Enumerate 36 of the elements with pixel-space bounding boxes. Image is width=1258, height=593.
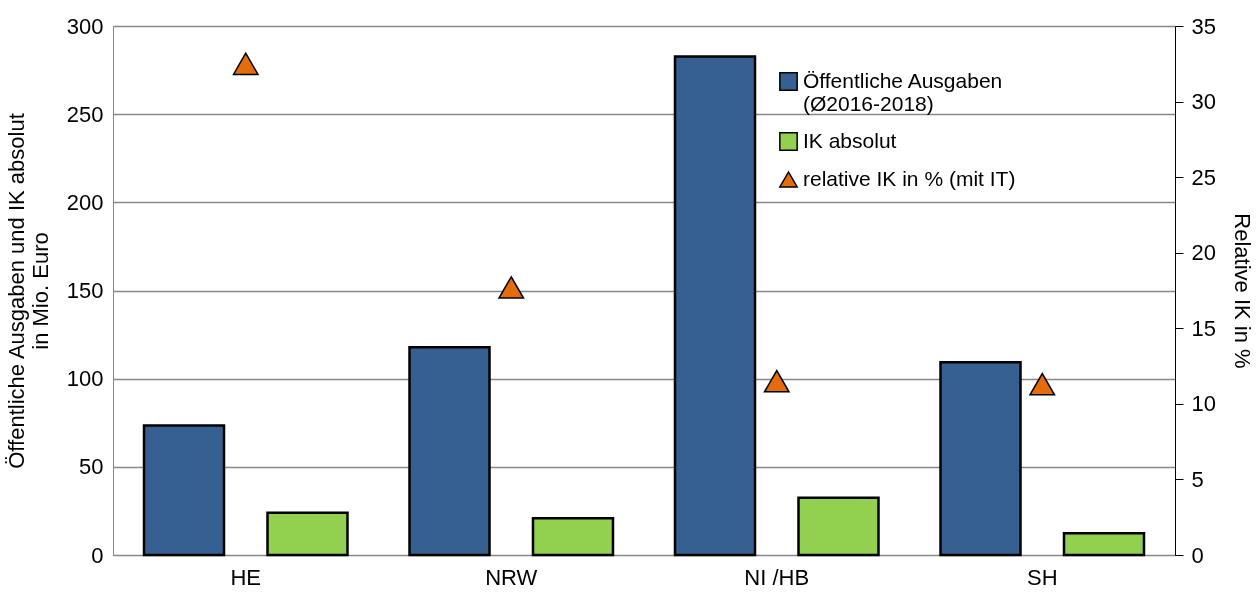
point <box>498 276 525 299</box>
y-tick-label: 200 <box>66 189 104 215</box>
point <box>232 52 259 76</box>
bar <box>142 424 226 557</box>
y2-tick-label: 10 <box>1191 391 1216 417</box>
y-tick-label: 50 <box>79 454 104 480</box>
x-tick-label: SH <box>1026 564 1058 590</box>
bar <box>408 346 491 557</box>
bar <box>797 496 880 557</box>
x-tick-label: HE <box>230 564 262 590</box>
bar <box>673 55 757 557</box>
y2-tick-label: 20 <box>1191 240 1216 266</box>
y2-tick-label: 30 <box>1191 89 1216 115</box>
x-tick-label: NI /HB <box>744 564 810 590</box>
y-axis-title: Öffentliche Ausgaben und IK absolut in Mio. Euro <box>3 113 53 469</box>
y2-tick-label: 0 <box>1191 542 1204 568</box>
y-tick-label: 300 <box>66 13 104 39</box>
bar <box>266 511 349 557</box>
legend-label: relative IK in % (mit IT) <box>803 166 1016 190</box>
legend-label: Öffentliche Ausgaben (Ø2016-2018) <box>803 68 1003 115</box>
bar <box>1062 531 1146 557</box>
y2-tick-label: 25 <box>1191 164 1216 190</box>
point <box>1029 372 1056 396</box>
y-tick-label: 150 <box>66 278 104 303</box>
y-tick-label: 100 <box>66 366 104 392</box>
y2-axis-title: Relative IK in % <box>1229 213 1255 369</box>
point <box>763 369 790 393</box>
x-tick-label: NRW <box>485 564 538 590</box>
legend-label: IK absolut <box>803 128 897 152</box>
y2-tick-label: 15 <box>1191 315 1216 341</box>
bar <box>939 361 1022 557</box>
y2-tick-label: 5 <box>1191 466 1204 492</box>
y-tick-label: 0 <box>91 542 104 568</box>
y-tick-label: 250 <box>66 101 104 127</box>
y2-tick-label: 35 <box>1191 13 1216 39</box>
bar <box>531 516 615 557</box>
